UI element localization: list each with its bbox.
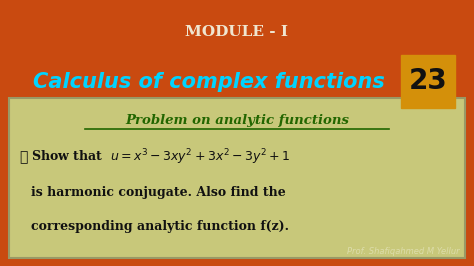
- Text: Prof. Shafiqahmed M Yellur: Prof. Shafiqahmed M Yellur: [347, 247, 460, 256]
- Text: Calculus of complex functions: Calculus of complex functions: [33, 72, 384, 93]
- FancyBboxPatch shape: [9, 98, 465, 258]
- Text: Show that  $u = x^3 - 3xy^2 + 3x^2 - 3y^2 + 1$: Show that $u = x^3 - 3xy^2 + 3x^2 - 3y^2…: [31, 148, 290, 167]
- Text: MODULE - I: MODULE - I: [185, 25, 289, 39]
- Text: ❖: ❖: [19, 151, 27, 164]
- FancyBboxPatch shape: [401, 55, 455, 108]
- Text: corresponding analytic function f(z).: corresponding analytic function f(z).: [31, 220, 289, 232]
- Text: 23: 23: [409, 67, 447, 95]
- Text: Problem on analytic functions: Problem on analytic functions: [125, 114, 349, 127]
- Text: is harmonic conjugate. Also find the: is harmonic conjugate. Also find the: [31, 186, 285, 199]
